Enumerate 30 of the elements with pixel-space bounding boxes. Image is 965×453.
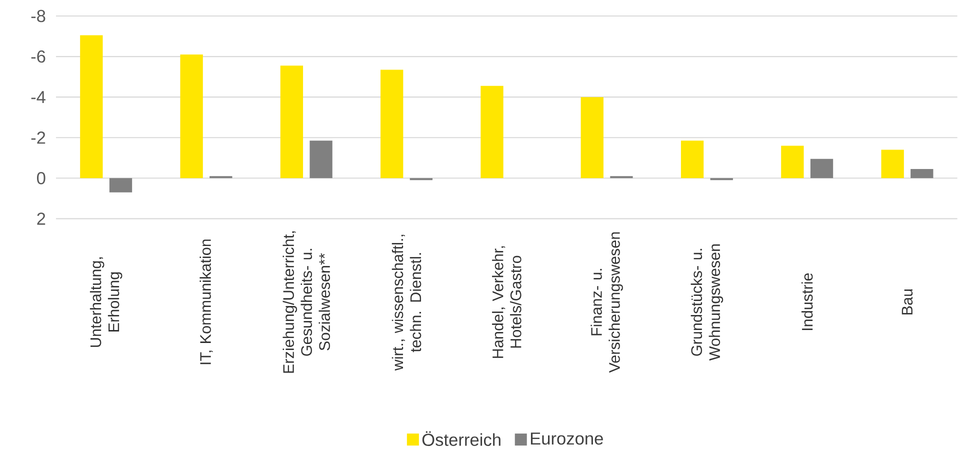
bar — [480, 86, 504, 178]
bar — [881, 150, 904, 178]
bar — [580, 97, 604, 178]
legend-label: Eurozone — [530, 432, 603, 445]
y-tick-label: -6 — [31, 50, 46, 63]
bar — [80, 35, 103, 178]
x-tick-label: Grundstücks- u. Wohnungswesen — [690, 244, 724, 361]
x-tick-label: Handel, Verkehr, Hotels/Gastro — [492, 246, 522, 358]
y-tick-label: -4 — [31, 91, 46, 104]
y-tick-label: 0 — [36, 172, 46, 184]
y-tick-label: -8 — [31, 10, 46, 22]
x-tick-label: Bau — [902, 289, 913, 314]
bar — [380, 70, 404, 178]
x-tick-label: Unterhaltung, Erholung — [90, 257, 122, 347]
bar — [109, 178, 132, 192]
y-tick-label: -2 — [31, 132, 46, 144]
bar — [810, 158, 834, 178]
y-tick-label: 2 — [37, 212, 46, 225]
bar — [680, 140, 704, 178]
x-tick-label: IT, Kommunikation — [200, 240, 213, 364]
x-tick-label: Industrie — [801, 273, 813, 330]
bar — [180, 54, 203, 178]
x-tick-label: Finanz- u. Versicherungswesen — [590, 232, 623, 373]
x-tick-label: Erziehung/Unterricht, Gesundheits- u. Sozialwesen** — [282, 231, 330, 373]
bar — [781, 146, 804, 178]
legend-label: Österreich — [422, 431, 500, 446]
bar — [280, 66, 304, 178]
bar — [910, 169, 934, 178]
x-tick-label: wirt., wissenschaftl., techn. Dienstl. — [392, 234, 422, 371]
bar — [310, 140, 332, 178]
